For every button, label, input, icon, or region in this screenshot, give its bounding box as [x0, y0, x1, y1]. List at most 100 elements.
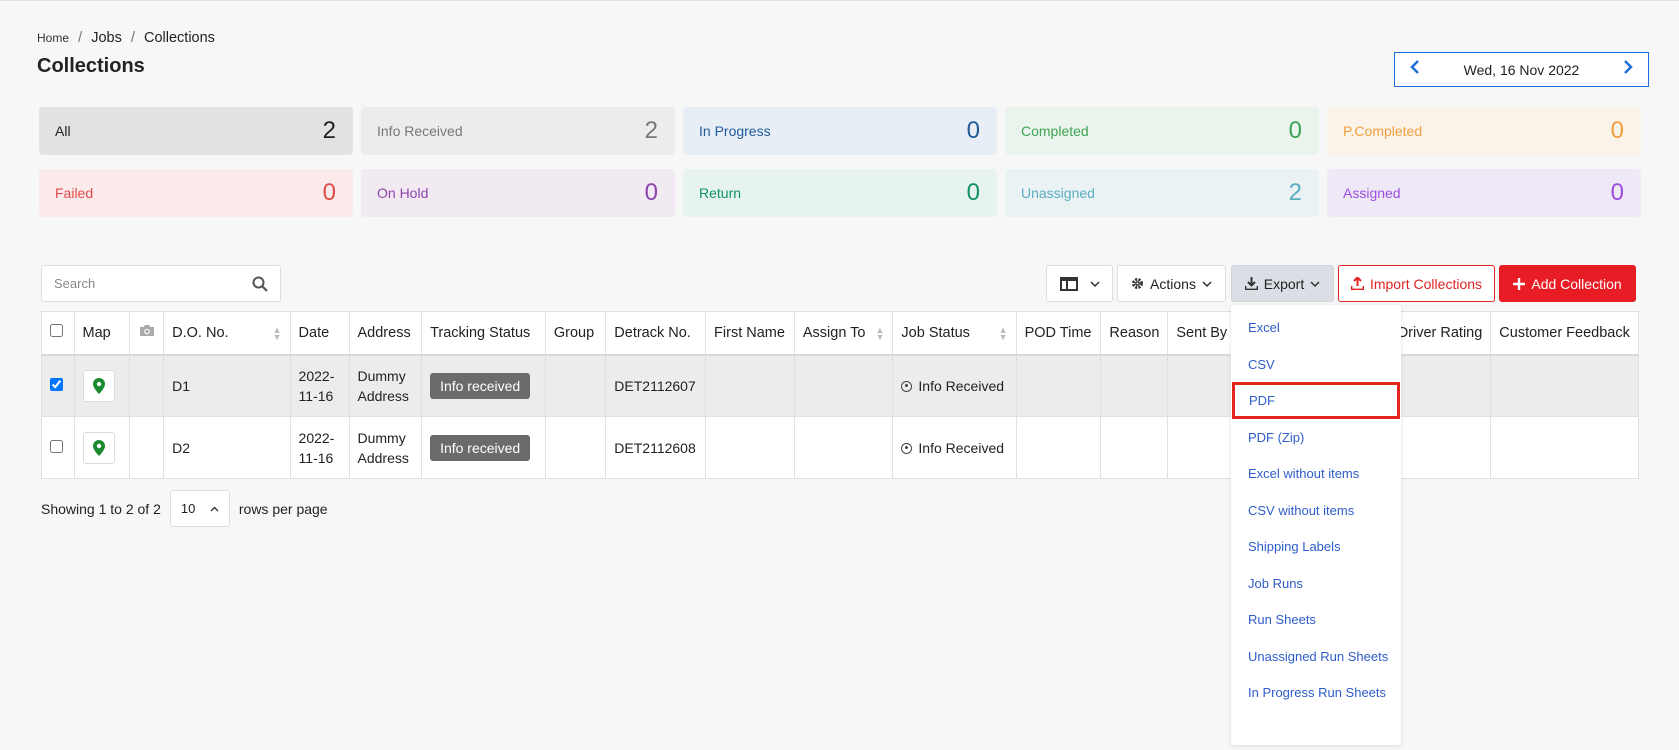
first-name-cell — [705, 354, 795, 417]
export-menu-item-pdf-zip[interactable]: PDF (Zip) — [1248, 429, 1305, 445]
status-filter-on-hold[interactable]: On Hold 0 — [361, 169, 675, 217]
breadcrumb-current: Collections — [144, 29, 215, 46]
customer-feedback-cell — [1490, 354, 1639, 417]
status-filter-count: 0 — [1288, 117, 1302, 144]
job-status-cell: Info Received — [892, 416, 1017, 479]
prev-date-button[interactable] — [1395, 60, 1435, 79]
export-menu-item-csv[interactable]: CSV — [1248, 356, 1275, 372]
actions-button[interactable]: Actions — [1117, 265, 1226, 302]
status-filter-count: 0 — [966, 117, 980, 144]
column-header-sortable[interactable]: Job Status ▲ ▼ — [892, 311, 1017, 356]
rows-per-page-select[interactable]: 10 — [169, 490, 230, 527]
column-header[interactable]: Driver Rating — [1388, 311, 1492, 356]
address-cell: Dummy Address — [348, 354, 423, 417]
export-menu-item-job-runs[interactable]: Job Runs — [1248, 575, 1303, 591]
next-date-button[interactable] — [1608, 60, 1648, 79]
export-button[interactable]: Export — [1231, 265, 1334, 302]
table-row[interactable]: D1 2022-11-16 Dummy Address Info received DE… — [41, 354, 1639, 417]
status-filter-label: Completed — [1021, 123, 1089, 139]
status-filter-all[interactable]: All 2 — [39, 107, 353, 155]
column-header[interactable]: Date — [289, 311, 350, 356]
import-collections-button[interactable]: Import Collections — [1338, 265, 1495, 302]
reason-cell — [1100, 416, 1169, 479]
current-date[interactable]: Wed, 16 Nov 2022 — [1463, 61, 1580, 78]
status-filter-completed[interactable]: Completed 0 — [1005, 107, 1319, 155]
plus-icon — [1513, 277, 1526, 290]
status-filter-label: P.Completed — [1343, 123, 1423, 139]
select-all-cell — [41, 311, 75, 356]
status-filter-label: All — [55, 123, 71, 139]
column-header[interactable]: Detrack No. — [605, 311, 707, 356]
column-toggle-button[interactable] — [1046, 265, 1113, 302]
map-cell — [73, 416, 131, 479]
status-filter-in-progress[interactable]: In Progress 0 — [683, 107, 997, 155]
export-menu-item-in-progress-run-sheets[interactable]: In Progress Run Sheets — [1248, 685, 1387, 700]
chevron-down-icon — [1202, 280, 1212, 287]
add-collection-button[interactable]: Add Collection — [1499, 265, 1636, 302]
job-status-text: Info Received — [918, 377, 1005, 394]
map-pin-button[interactable] — [82, 431, 115, 464]
export-menu-item-excel[interactable]: Excel — [1248, 320, 1280, 335]
do-no-cell[interactable]: D2 — [163, 416, 291, 479]
chevron-down-icon — [1089, 280, 1100, 287]
status-filter-count: 0 — [644, 179, 658, 206]
assign-to-cell[interactable] — [793, 416, 894, 479]
rows-per-page-label: rows per page — [238, 500, 328, 517]
group-cell — [544, 354, 607, 417]
tracking-status-badge: Info received — [430, 372, 531, 399]
assign-to-cell[interactable] — [793, 354, 894, 417]
status-filter-label: Assigned — [1343, 185, 1401, 201]
column-header-photo[interactable] — [129, 311, 165, 356]
breadcrumb-jobs[interactable]: Jobs — [91, 29, 122, 46]
column-header-label: Assign To — [802, 324, 866, 341]
column-header[interactable]: POD Time — [1015, 311, 1102, 356]
sort-icon: ▲ ▼ — [272, 324, 282, 342]
status-filter-count: 2 — [1288, 179, 1302, 206]
do-no-cell[interactable]: D1 — [163, 354, 291, 417]
status-filter-label: Info Received — [377, 123, 463, 139]
column-header[interactable]: Customer Feedback — [1490, 311, 1639, 356]
column-header[interactable]: Reason — [1100, 311, 1169, 356]
column-header-sortable[interactable]: D.O. No. ▲ ▼ — [163, 311, 291, 356]
export-menu-item-run-sheets[interactable]: Run Sheets — [1248, 612, 1316, 627]
collections-table: Map D.O. No. ▲ ▼ Date Address Tracking Sta… — [41, 311, 1639, 480]
job-status-cell: Info Received — [892, 354, 1017, 417]
pagination: Showing 1 to 2 of 2 10 rows per page — [41, 490, 328, 527]
status-filter-count: 0 — [1610, 179, 1624, 206]
select-all-checkbox[interactable] — [50, 324, 63, 338]
row-checkbox[interactable] — [50, 439, 63, 453]
search-input[interactable] — [54, 276, 252, 291]
breadcrumb: Home / Jobs / Collections — [37, 29, 215, 46]
column-header-sortable[interactable]: Assign To ▲ ▼ — [793, 311, 894, 356]
table-row[interactable]: D2 2022-11-16 Dummy Address Info received DE… — [41, 416, 1639, 479]
export-menu-item-unassigned-run-sheets[interactable]: Unassigned Run Sheets — [1248, 648, 1389, 664]
map-pin-button[interactable] — [82, 369, 115, 402]
status-filter-info-received[interactable]: Info Received 2 — [361, 107, 675, 155]
column-header[interactable]: Group — [544, 311, 607, 356]
export-menu-item-pdf[interactable]: PDF — [1232, 382, 1400, 419]
status-filter-count: 2 — [644, 117, 658, 144]
reason-cell — [1100, 354, 1169, 417]
status-filter-return[interactable]: Return 0 — [683, 169, 997, 217]
chevron-right-icon — [1624, 60, 1633, 74]
column-header[interactable]: First Name — [705, 311, 795, 356]
download-icon — [1244, 277, 1258, 290]
status-filter-label: Failed — [55, 185, 94, 201]
status-filter-unassigned[interactable]: Unassigned 2 — [1005, 169, 1319, 217]
export-menu-item-csv-without-items[interactable]: CSV without items — [1248, 502, 1355, 518]
status-dot-icon — [901, 380, 913, 392]
column-header[interactable]: Map — [73, 311, 131, 356]
export-menu-item-excel-without-items[interactable]: Excel without items — [1248, 466, 1360, 481]
column-header[interactable]: Sent By — [1167, 311, 1238, 356]
breadcrumb-home[interactable]: Home — [37, 30, 70, 45]
row-checkbox[interactable] — [50, 377, 63, 391]
export-menu-item-shipping-labels[interactable]: Shipping Labels — [1248, 539, 1341, 554]
column-header[interactable]: Tracking Status — [421, 311, 546, 356]
status-filter-assigned[interactable]: Assigned 0 — [1327, 169, 1641, 217]
column-header[interactable]: Address — [348, 311, 423, 356]
status-filter-failed[interactable]: Failed 0 — [39, 169, 353, 217]
status-filter-p-completed[interactable]: P.Completed 0 — [1327, 107, 1641, 155]
sent-by-cell — [1167, 354, 1238, 417]
showing-text: Showing 1 to 2 of 2 — [41, 500, 161, 517]
search-icon[interactable] — [252, 276, 268, 292]
